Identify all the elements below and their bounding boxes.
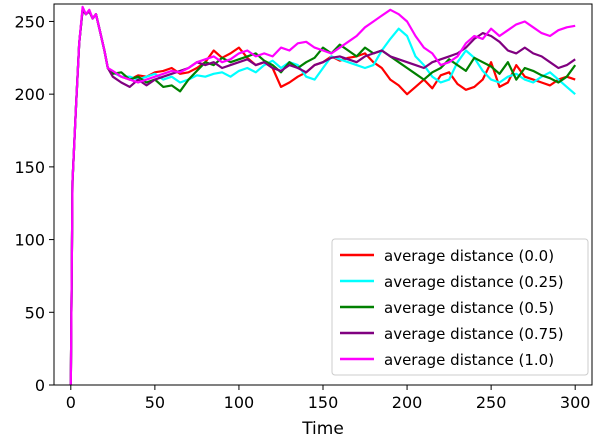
x-tick-label: 300	[560, 393, 591, 412]
legend-box	[331, 238, 589, 376]
y-tick-label: 150	[14, 158, 45, 177]
y-tick-label: 50	[25, 303, 45, 322]
legend-label-0: average distance (0.0)	[384, 247, 554, 265]
y-tick-label: 250	[14, 12, 45, 31]
x-tick-label: 250	[476, 393, 507, 412]
y-tick-label: 200	[14, 85, 45, 104]
legend-label-3: average distance (0.75)	[384, 325, 564, 343]
legend-label-2: average distance (0.5)	[384, 299, 554, 317]
x-tick-label: 50	[145, 393, 165, 412]
x-axis-label: Time	[301, 419, 344, 438]
legend-label-4: average distance (1.0)	[384, 351, 554, 369]
x-axis-ticks: 0 50 100 150 200 250 300	[66, 385, 591, 412]
x-tick-label: 0	[66, 393, 76, 412]
legend: average distance (0.0) average distance (…	[331, 238, 589, 376]
plot-lines	[69, 5, 577, 386]
x-tick-label: 100	[224, 393, 255, 412]
legend-label-1: average distance (0.25)	[384, 273, 564, 291]
x-tick-label: 200	[392, 393, 423, 412]
series-line-4	[69, 5, 576, 386]
y-tick-label: 100	[14, 231, 45, 250]
y-axis-ticks: 0 50 100 150 200 250	[14, 12, 54, 395]
x-tick-label: 150	[308, 393, 339, 412]
y-tick-label: 0	[35, 376, 45, 395]
